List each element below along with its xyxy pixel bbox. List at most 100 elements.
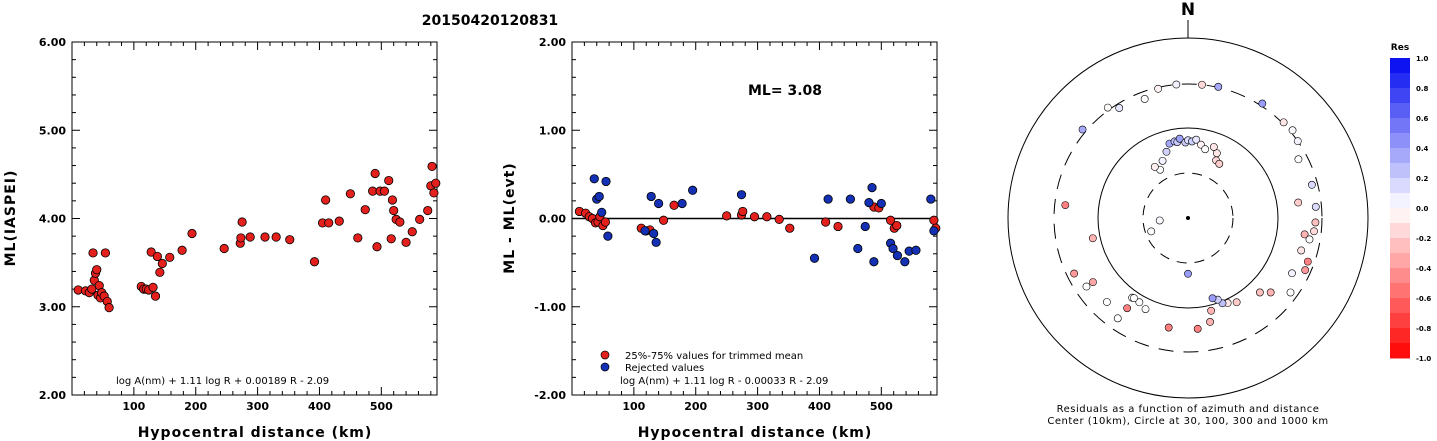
residual-point <box>1307 180 1316 189</box>
residual-point <box>1130 294 1138 303</box>
colorbar-cell <box>1390 193 1410 209</box>
data-point <box>148 282 158 292</box>
residual-point <box>1088 234 1097 243</box>
data-point <box>677 198 687 209</box>
x-tick-label: 500 <box>870 400 893 413</box>
data-point <box>395 217 405 227</box>
colorbar-tick-label: -1.0 <box>1416 355 1431 363</box>
caption-line-2: Center (10km), Circle at 30, 100, 300 an… <box>1047 416 1328 427</box>
data-point <box>245 232 255 242</box>
data-point <box>651 237 661 247</box>
data-point <box>821 217 831 227</box>
residual-point <box>1061 201 1070 210</box>
data-point <box>892 220 902 231</box>
data-point <box>157 258 167 269</box>
colorbar-cell <box>1390 283 1410 299</box>
data-point <box>929 215 939 225</box>
data-point <box>809 253 820 263</box>
data-point <box>867 183 877 193</box>
colorbar-cell <box>1390 328 1410 344</box>
data-point <box>360 205 370 215</box>
residual-point <box>1288 269 1296 278</box>
residual-point <box>1103 103 1112 112</box>
data-point <box>876 198 886 209</box>
residual-point <box>1192 135 1201 144</box>
residual-point <box>1214 82 1223 91</box>
y-tick-label: 0.00 <box>539 213 566 226</box>
residual-point <box>1147 227 1156 236</box>
legend-label-trimmed: 25%-75% values for trimmed mean <box>625 351 803 362</box>
residual-point <box>1207 306 1216 315</box>
data-point <box>900 257 910 267</box>
data-point <box>869 257 879 267</box>
x-axis-label: Hypocentral distance (km) <box>638 425 873 441</box>
residual-point <box>1154 84 1163 93</box>
data-point <box>389 205 399 216</box>
azimuth-residual-chart: N Residuals as a function of azimuth and… <box>1007 0 1369 427</box>
residual-point <box>1293 137 1302 146</box>
data-point <box>864 198 874 208</box>
y-tick-label: 6.00 <box>39 36 66 49</box>
ring-100km <box>1097 127 1279 309</box>
data-point <box>888 243 898 254</box>
residual-point <box>1286 288 1295 297</box>
y-axis-label: ML(IASPEI) <box>3 170 19 267</box>
residual-point <box>1175 134 1184 143</box>
x-tick-label: 200 <box>684 400 707 413</box>
data-point <box>853 243 863 254</box>
data-point <box>177 245 187 255</box>
data-point <box>722 211 732 221</box>
colorbar-tick-label: -0.2 <box>1416 235 1431 243</box>
colorbar-tick-label: -0.6 <box>1416 295 1431 303</box>
data-point <box>640 226 650 236</box>
residual-point <box>1135 298 1144 307</box>
residual-point <box>1089 278 1097 287</box>
data-point <box>271 232 281 242</box>
data-point <box>774 214 784 224</box>
data-point <box>386 234 396 244</box>
legend-marker-trimmed <box>600 350 610 360</box>
residual-point <box>1201 145 1210 154</box>
data-point <box>911 245 921 255</box>
data-point <box>384 175 394 186</box>
data-point <box>646 191 656 202</box>
residual-point <box>1294 155 1303 164</box>
residual-point <box>1208 294 1217 303</box>
ring-30km <box>1142 172 1234 264</box>
residual-point <box>1258 99 1267 108</box>
y-tick-label: -2.00 <box>534 389 566 402</box>
x-tick-label: 100 <box>622 400 645 413</box>
data-point <box>886 215 896 225</box>
colorbar-tick-label: -0.4 <box>1416 265 1431 273</box>
x-tick-label: 300 <box>246 400 269 413</box>
residual-point <box>1140 95 1149 103</box>
data-point <box>589 174 599 184</box>
formula-label: log A(nm) + 1.11 log R + 0.00189 R - 2.0… <box>116 376 329 387</box>
legend-label-rejected: Rejected values <box>625 363 704 374</box>
residual-point <box>1082 282 1091 291</box>
data-point <box>688 185 698 195</box>
residual-point <box>1255 288 1264 297</box>
data-point <box>334 216 344 226</box>
colorbar-cell <box>1390 133 1410 149</box>
data-point <box>372 242 382 252</box>
data-point <box>833 221 843 232</box>
residual-point <box>1162 147 1171 156</box>
residual-point <box>1155 216 1164 225</box>
data-point <box>345 189 355 199</box>
data-point <box>415 214 425 224</box>
residual-point <box>1279 118 1288 127</box>
residual-point <box>1164 323 1173 332</box>
y-tick-label: 2.00 <box>39 389 66 402</box>
data-point <box>353 233 363 243</box>
data-point <box>603 231 613 241</box>
data-point <box>187 228 197 239</box>
data-point <box>738 206 748 217</box>
data-point <box>92 265 102 275</box>
ring-1000km <box>1007 37 1369 399</box>
data-point <box>146 247 156 257</box>
caption-line-1: Residuals as a function of azimuth and d… <box>1057 404 1320 415</box>
residual-point <box>1311 202 1320 211</box>
data-point <box>429 188 439 198</box>
colorbar-tick-label: 1.0 <box>1416 55 1429 63</box>
